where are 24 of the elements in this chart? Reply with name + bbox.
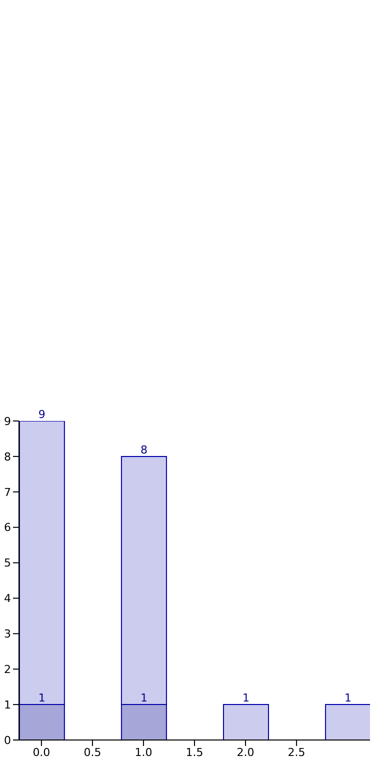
y-tick-label: 2 <box>4 663 11 676</box>
x-tick-label: 2.5 <box>288 746 306 759</box>
total-label: 1 <box>344 692 352 705</box>
y-tick-label: 8 <box>4 450 11 464</box>
y-tick-label: 0 <box>4 734 11 747</box>
bar <box>325 704 370 740</box>
y-tick-label: 5 <box>4 556 11 570</box>
y-tick-label: 1 <box>4 698 11 712</box>
x-tick-label: 1.5 <box>186 746 204 759</box>
x-tick-label: 1.0 <box>134 746 152 759</box>
y-tick-label: 9 <box>4 414 11 428</box>
x-tick-label: 0.0 <box>32 746 50 759</box>
bar <box>223 704 269 740</box>
total-label: 8 <box>140 443 148 456</box>
total-label: 1 <box>242 692 250 705</box>
data-label: 1 <box>140 692 148 705</box>
y-tick-label: 3 <box>4 628 11 641</box>
y-tick-label: 6 <box>4 521 11 534</box>
y-tick-label: 4 <box>4 592 11 606</box>
x-tick-label: 2.0 <box>236 746 254 759</box>
y-tick-label: 7 <box>4 486 11 499</box>
x-tick-label: 0.5 <box>84 746 102 759</box>
total-label: 9 <box>38 408 46 421</box>
data-label: 1 <box>38 692 46 705</box>
